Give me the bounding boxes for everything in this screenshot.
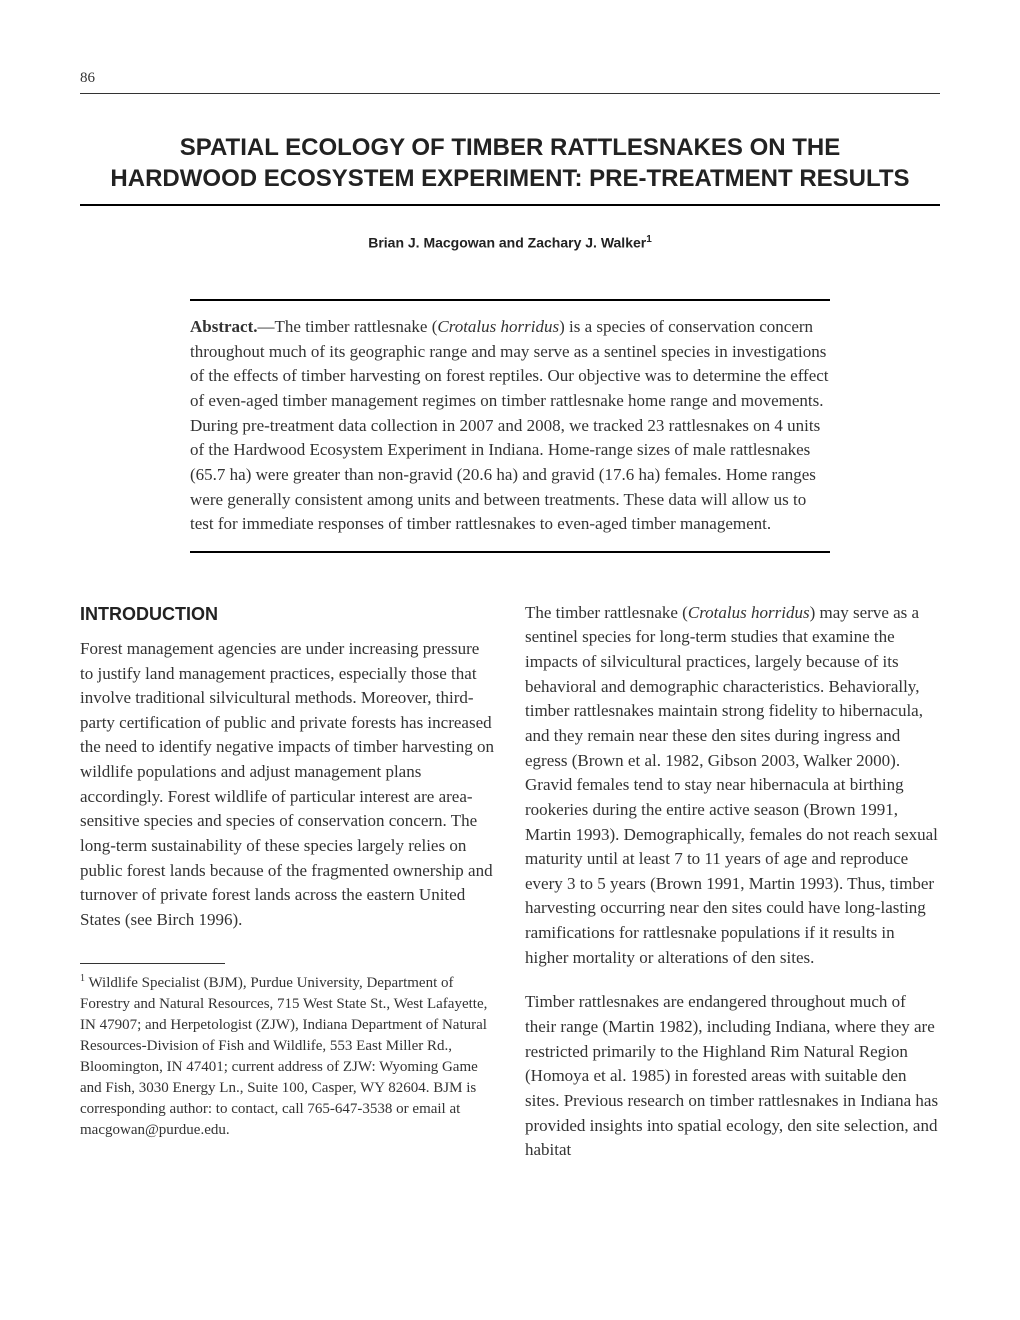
col2-p1-post: ) may serve as a sentinel species for lo… xyxy=(525,603,938,967)
col2-para-2: Timber rattlesnakes are endangered throu… xyxy=(525,990,940,1162)
col2-p1-pre: The timber rattlesnake ( xyxy=(525,603,688,622)
author-names: Brian J. Macgowan and Zachary J. Walker xyxy=(368,235,646,251)
title-line-2: HARDWOOD ECOSYSTEM EXPERIMENT: PRE-TREAT… xyxy=(110,165,909,192)
title-rule xyxy=(80,204,940,206)
section-heading-introduction: INTRODUCTION xyxy=(80,601,495,627)
title-line-1: SPATIAL ECOLOGY OF TIMBER RATTLESNAKES O… xyxy=(180,134,840,161)
page-number: 86 xyxy=(80,70,940,87)
abstract-rule-top xyxy=(190,299,830,301)
abstract-block: Abstract.—The timber rattlesnake (Crotal… xyxy=(190,299,830,553)
two-column-body: INTRODUCTION Forest management agencies … xyxy=(80,601,940,1183)
footnote-separator xyxy=(80,963,225,964)
abstract-species-name: Crotalus horridus xyxy=(437,317,559,336)
abstract-rule-bottom xyxy=(190,551,830,553)
abstract-pre-italic: The timber rattlesnake ( xyxy=(275,317,438,336)
author-affil-sup: 1 xyxy=(646,234,652,245)
abstract-text: Abstract.—The timber rattlesnake (Crotal… xyxy=(190,315,830,537)
authors: Brian J. Macgowan and Zachary J. Walker1 xyxy=(80,234,940,251)
abstract-body: ) is a species of conservation concern t… xyxy=(190,317,829,533)
left-column: INTRODUCTION Forest management agencies … xyxy=(80,601,495,1183)
abstract-dash: — xyxy=(258,317,275,336)
footnote-text: Wildlife Specialist (BJM), Purdue Univer… xyxy=(80,975,487,1138)
intro-para-1: Forest management agencies are under inc… xyxy=(80,637,495,933)
right-column: The timber rattlesnake (Crotalus horridu… xyxy=(525,601,940,1183)
footnote: 1 Wildlife Specialist (BJM), Purdue Univ… xyxy=(80,972,495,1141)
col2-para-1: The timber rattlesnake (Crotalus horridu… xyxy=(525,601,940,971)
col2-species-name: Crotalus horridus xyxy=(688,603,810,622)
paper-title: SPATIAL ECOLOGY OF TIMBER RATTLESNAKES O… xyxy=(80,132,940,194)
abstract-label: Abstract. xyxy=(190,317,258,336)
top-rule xyxy=(80,93,940,94)
